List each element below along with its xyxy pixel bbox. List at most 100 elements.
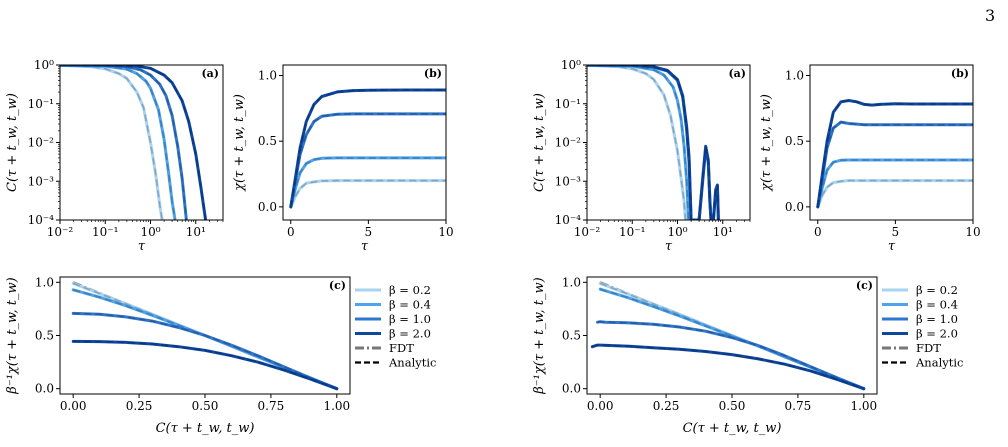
analytic-overlay-beta_1_0	[597, 320, 865, 390]
panel-label: (b)	[951, 67, 969, 80]
series-line-beta_0_2	[60, 65, 164, 220]
x-tick-label: 0.25	[126, 399, 153, 413]
legend-label: β = 1.0	[916, 312, 958, 326]
y-tick-label: 10⁻⁴	[555, 213, 582, 227]
series-line-beta_1_0	[587, 65, 720, 220]
analytic-overlay-beta_1_0	[60, 65, 188, 220]
analytic-overlay-beta_0_2	[587, 65, 687, 220]
series-line-beta_0_2	[816, 179, 973, 209]
y-tick-label: 1.0	[562, 275, 581, 289]
panel-label: (b)	[424, 67, 442, 80]
legend-label: β = 0.2	[389, 283, 431, 297]
y-tick-label: 10⁻³	[28, 174, 55, 188]
analytic-overlay-beta_2_0	[290, 89, 446, 208]
legend-label: β = 2.0	[916, 327, 958, 341]
series-line-beta_2_0	[289, 88, 446, 209]
y-axis-label: C(τ + t_w, t_w)	[5, 93, 20, 192]
series-group	[60, 65, 208, 220]
series-line-beta_0_2	[587, 65, 687, 220]
series-group	[587, 65, 720, 220]
series-line-beta_0_4	[816, 158, 973, 209]
chart-left-c: 0.00 0.25 0.50 0.75 1.00 0.0 0.5 1.0 (c) C(τ + t_…	[5, 275, 351, 436]
x-tick-label: 0.00	[60, 399, 87, 413]
y-tick-label: 10⁻¹	[28, 97, 54, 111]
series-group	[816, 99, 973, 209]
series-line-beta_2_0	[71, 339, 339, 391]
legend-label: FDT	[916, 341, 941, 355]
x-axis-label: τ	[888, 239, 896, 254]
y-tick-label: 10⁻²	[555, 136, 582, 150]
x-tick-label: 0	[814, 225, 822, 239]
x-tick-label: 10⁻¹	[92, 225, 118, 239]
x-tick-label: 0.75	[785, 399, 812, 413]
axes-frame	[809, 64, 974, 221]
y-tick-label: 1.0	[258, 69, 277, 83]
x-tick-label: 0.00	[587, 399, 614, 413]
legend-label: β = 1.0	[389, 312, 431, 326]
panel-label: (a)	[728, 67, 746, 80]
chart-left-a: 10⁻² 10⁻¹ 10⁰ 10¹ 10⁻⁴ 10⁻³ 10⁻² 10⁻¹ 10⁰ (a) τ C(τ…	[5, 58, 224, 254]
y-axis-label: χ(τ + t_w, t_w)	[232, 94, 247, 192]
x-tick-label: 10⁰	[140, 225, 160, 239]
analytic-overlay-beta_2_0	[60, 65, 207, 220]
y-tick-label: 10⁻²	[28, 136, 55, 150]
x-tick-label: 0.50	[192, 399, 219, 413]
x-tick-label: 0.75	[258, 399, 285, 413]
panel-label: (c)	[856, 279, 873, 292]
y-tick-label: 10⁻¹	[555, 97, 581, 111]
y-tick-label: 10⁻⁴	[28, 213, 55, 227]
chart-right-a: 10⁻² 10⁻¹ 10⁰ 10¹ 10⁻⁴ 10⁻³ 10⁻² 10⁻¹ 10⁰ (a) τ C(τ…	[532, 58, 751, 254]
analytic-overlay-beta_1_0	[817, 121, 973, 208]
y-tick-label: 10⁰	[34, 58, 54, 72]
y-tick-label: 0.0	[562, 382, 581, 396]
legend-label: Analytic	[915, 356, 963, 370]
y-tick-label: 0.0	[35, 382, 54, 396]
axes-frame	[586, 64, 751, 221]
x-tick-label: 5	[365, 225, 373, 239]
page-number: 3	[985, 6, 996, 25]
analytic-overlay-beta_0_2	[817, 179, 973, 208]
analytic-overlay-beta_2_0	[817, 99, 973, 208]
legend-label: β = 0.4	[389, 298, 431, 312]
x-tick-label: 10¹	[713, 225, 733, 239]
chart-right-b: 0 5 10 0.0 0.5 1.0 (b) τ χ(τ + t_w, t_w)	[759, 64, 981, 254]
x-tick-label: 0	[287, 225, 295, 239]
y-axis-label: χ(τ + t_w, t_w)	[759, 94, 774, 192]
analytic-overlay-beta_0_2	[290, 179, 446, 208]
legend-label: Analytic	[388, 356, 436, 370]
y-tick-label: 10⁰	[561, 58, 581, 72]
chart-right-c: 0.00 0.25 0.50 0.75 1.00 0.0 0.5 1.0 (c) C(τ + t_…	[532, 275, 878, 436]
x-tick-label: 0.25	[653, 399, 680, 413]
series-line-beta_0_2	[289, 179, 446, 209]
analytic-overlay-beta_2_0	[73, 340, 338, 390]
series-line-beta_2_0	[816, 99, 973, 209]
series-group	[590, 281, 866, 391]
x-tick-label: 0.50	[719, 399, 746, 413]
analytic-overlay-beta_2_0	[587, 65, 720, 220]
x-tick-label: 10	[965, 225, 980, 239]
x-axis-label: τ	[138, 239, 146, 254]
analytic-overlay-beta_0_4	[587, 65, 690, 220]
x-tick-label: 5	[892, 225, 900, 239]
legend-label: β = 0.2	[916, 283, 958, 297]
x-tick-label: 1.00	[850, 399, 877, 413]
analytic-overlay-beta_0_4	[817, 159, 973, 208]
x-tick-label: 10	[438, 225, 453, 239]
y-tick-label: 0.0	[258, 200, 277, 214]
series-line-beta_2_0	[590, 343, 866, 391]
y-tick-label: 10⁻³	[555, 174, 582, 188]
x-axis-label: τ	[665, 239, 673, 254]
x-tick-label: 10⁻¹	[619, 225, 645, 239]
x-axis-label: C(τ + t_w, t_w)	[156, 421, 255, 436]
x-tick-label: 10⁻²	[47, 225, 74, 239]
chart-left-b: 0 5 10 0.0 0.5 1.0 (b) τ χ(τ + t_w, t_w)	[232, 64, 454, 254]
x-tick-label: 10¹	[186, 225, 206, 239]
analytic-overlay-beta_1_0	[73, 312, 338, 390]
legend-label: β = 2.0	[389, 327, 431, 341]
y-tick-label: 0.5	[35, 329, 54, 343]
y-axis-label: C(τ + t_w, t_w)	[532, 93, 547, 192]
x-axis-label: τ	[361, 239, 369, 254]
axes-frame	[282, 64, 447, 221]
x-tick-label: 10⁰	[667, 225, 687, 239]
